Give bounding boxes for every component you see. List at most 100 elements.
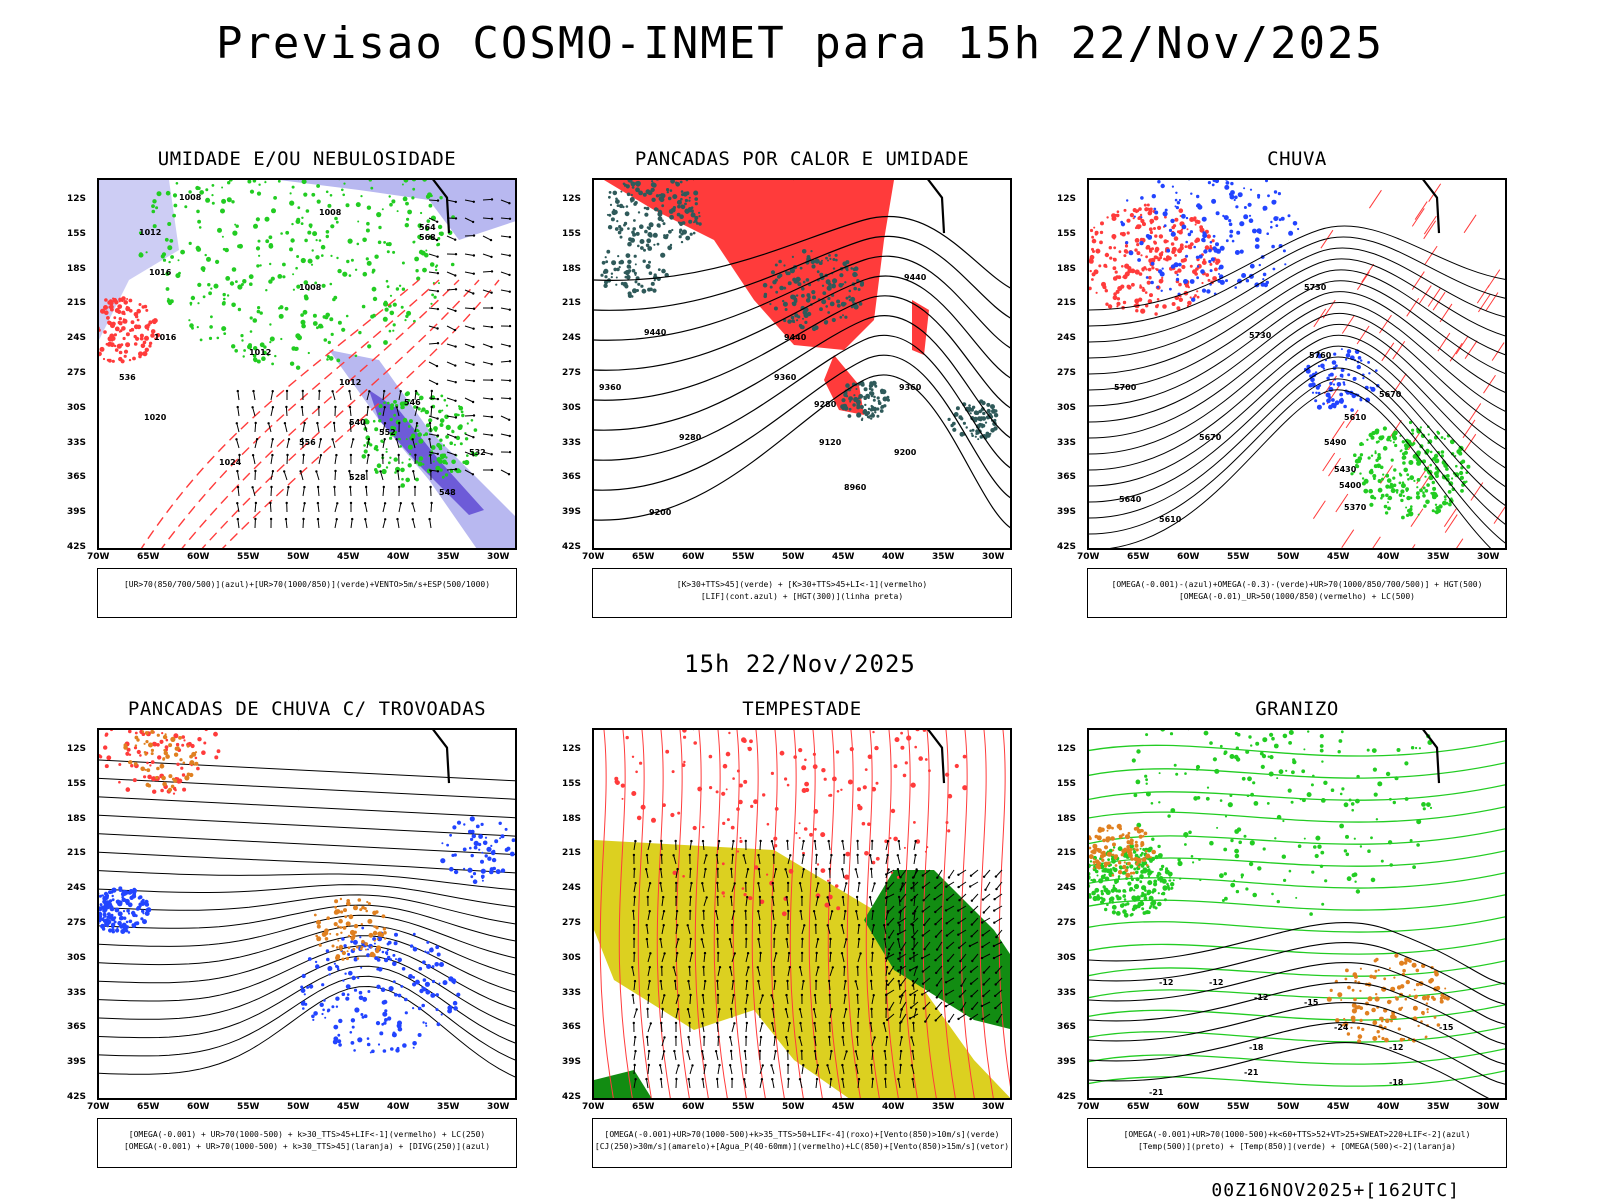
thunder-dot [143,775,146,778]
convective-area-k [666,188,669,191]
omega-strong-dot [1400,489,1404,493]
divergence-dot [446,844,449,847]
hgt500-contour [1089,259,1507,358]
humidity-low-dot [440,395,443,398]
convective-area-k [626,275,631,280]
wind-vector-head [416,422,418,424]
rain-dot [1154,234,1157,237]
humidity-low-dot [404,319,406,321]
pressure-dot [131,328,135,332]
convective-area-k [679,231,681,233]
convective-area-k [638,211,640,213]
wind-vector [398,471,399,480]
wind-vector-head [320,438,322,440]
wind-vector [717,883,718,892]
omega-dot [1196,195,1199,198]
convective-area-k [635,280,638,283]
wind-vector-head [701,1022,703,1024]
wind-vector-head [885,897,887,899]
divergence-dot [338,1043,342,1047]
wind-vector-head [335,454,337,456]
convective-area-k [631,194,633,196]
wind-vector-head [384,406,386,408]
wind-vector-head [472,221,474,223]
thunder-dot [174,789,177,792]
wind-vector-head [858,924,860,926]
humidity-low-dot [402,184,404,186]
instability-dot [340,898,342,900]
wind-vector [871,869,872,878]
wind-vector-head [733,1022,735,1024]
convective-area-k [637,245,640,248]
lat-tick-label: 30S [562,403,581,413]
precip-water-dot [722,822,725,825]
wind-vector-head [922,886,924,888]
convective-area-k [624,271,627,274]
omega-dot [1283,249,1286,252]
contour-label: 9440 [784,333,807,342]
lat-tick-label: 24S [562,883,581,893]
humidity-low-dot [176,182,179,185]
humidity-low-dot [285,307,289,311]
lat-tick-label: 21S [67,848,86,858]
convective-area-k [626,205,629,208]
wind-vector-head [648,980,650,982]
divergence-dot [126,901,130,905]
convective-area-k [986,432,990,436]
divergence-dot [111,916,116,921]
wind-vector-head [844,910,846,912]
convective-area-k [685,199,688,202]
wind-vector [885,1079,886,1088]
omega-strong-dot [1399,482,1402,485]
wind-vector-head [856,1036,858,1038]
omega-dot [1202,239,1205,242]
convective-area-k [966,426,968,428]
wind-vector-head [331,390,333,392]
wind-vector-head [673,1050,675,1052]
humidity-low-dot [316,239,318,241]
omega-dot [1225,279,1228,282]
lon-tick-label: 55W [237,1102,259,1112]
precip-water-dot [795,832,797,834]
wind-vector-head [832,966,834,968]
omega-dot [1259,231,1262,234]
wind-vector [271,439,273,448]
divergence-dot [486,847,491,852]
convective-area-k [837,304,841,308]
convective-area-k [630,181,633,184]
wind-vector-head [649,840,651,842]
convective-area-k [787,319,791,323]
humidity-low-dot [390,311,395,316]
omega-strong-dot [1409,475,1414,480]
convective-area-k [827,286,832,291]
divergence-dot [106,905,109,908]
wind-vector-head [813,1022,815,1024]
lon-tick-label: 70W [582,1102,604,1112]
wind-vector-head [252,454,254,456]
humidity-low-dot [303,193,307,197]
wind-vector-head [923,948,925,950]
convective-area-k [644,230,648,234]
precip-water-dot [762,793,765,796]
omega-dot [1340,401,1343,404]
divergence-dot [304,993,306,995]
wind-vector-head [947,960,949,962]
thunder-dot [126,787,131,792]
wind-vector-head [412,470,414,472]
wind-vector [237,423,239,432]
lon-tick-label: 35W [932,1102,954,1112]
divergence-dot [397,958,402,963]
lon-tick-label: 35W [437,1102,459,1112]
humidity-low-dot [360,195,362,197]
humidity-low-dot [190,304,192,306]
wind-vector [383,503,385,512]
divergence-dot [129,920,133,924]
instability-dot [371,953,375,957]
lat-tick-label: 12S [1057,194,1076,204]
thunder-dot [118,781,121,784]
precip-water-dot [824,778,827,781]
rain-dot [1201,282,1203,284]
wind-vector-head [887,923,889,925]
hgt500-contour [1089,357,1507,508]
convective-area-k [812,295,816,299]
